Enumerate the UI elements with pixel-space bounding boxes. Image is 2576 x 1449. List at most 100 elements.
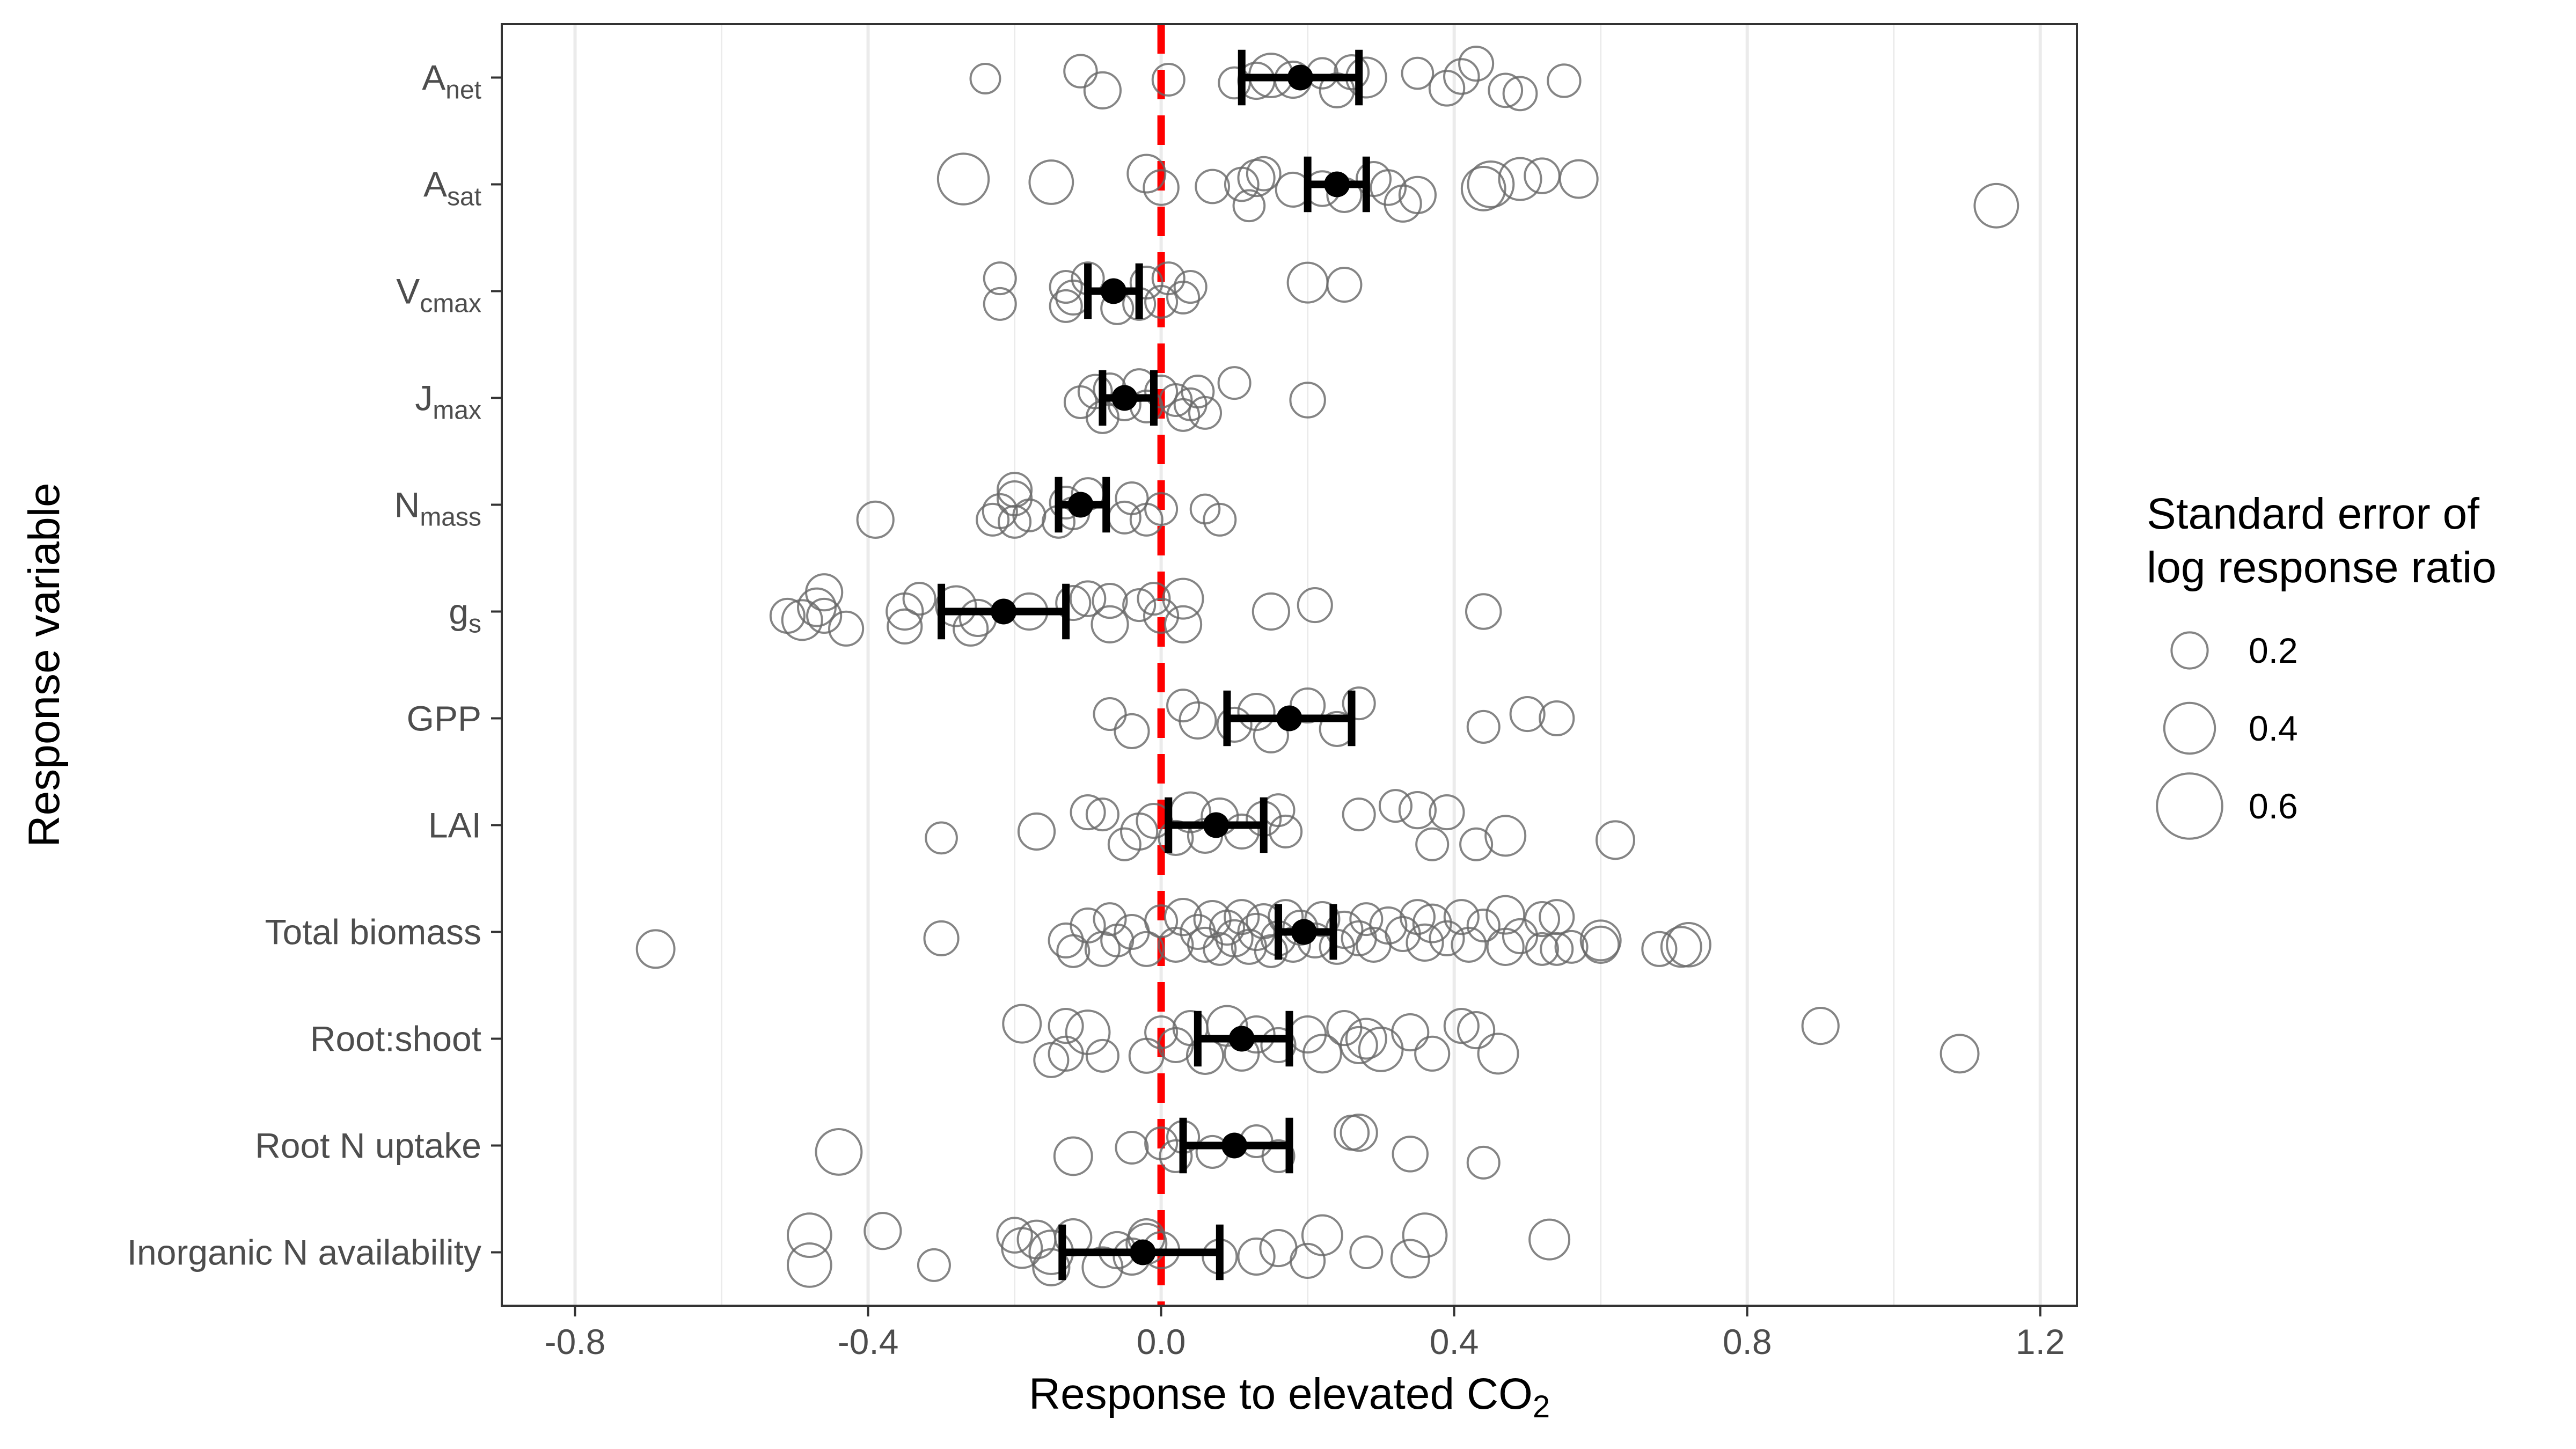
study-point	[1144, 1015, 1179, 1050]
study-point	[1163, 898, 1203, 936]
study-point	[1092, 583, 1128, 619]
study-point	[1179, 701, 1217, 740]
category-name: A	[422, 58, 445, 98]
study-point	[936, 152, 990, 206]
study-point	[1596, 820, 1635, 860]
study-point	[1232, 189, 1266, 223]
study-point	[976, 502, 1010, 537]
summary-mean-point	[1221, 1132, 1248, 1159]
study-point	[1055, 585, 1092, 621]
study-point	[1093, 697, 1127, 731]
study-point	[1032, 1248, 1071, 1286]
study-point	[786, 1242, 832, 1288]
y-category-label: Root:shoot	[310, 1019, 481, 1059]
category-name: J	[415, 378, 433, 418]
legend-title-line-1: Standard error of	[2147, 489, 2479, 538]
y-axis-title: Response variable	[20, 482, 69, 847]
study-point	[1406, 923, 1444, 962]
category-subscript: cmax	[420, 290, 481, 318]
study-point	[1297, 587, 1333, 624]
study-point	[1801, 1007, 1840, 1045]
study-point	[1402, 1212, 1448, 1258]
study-point	[1340, 1114, 1378, 1152]
study-point	[1484, 815, 1527, 857]
study-point	[1429, 920, 1465, 956]
study-point	[887, 608, 923, 645]
study-point	[1137, 582, 1171, 616]
study-point	[1002, 1004, 1042, 1044]
study-point	[1465, 593, 1502, 630]
y-category-label: Anet	[422, 58, 481, 105]
study-point	[1459, 827, 1494, 861]
study-point	[1398, 791, 1437, 830]
legend: Standard error of log response ratio 0.2…	[2147, 489, 2497, 840]
study-point	[1158, 819, 1194, 856]
y-category-label: Asat	[423, 165, 481, 211]
category-name: Total biomass	[265, 912, 481, 952]
study-point	[1326, 267, 1363, 303]
y-category-label: Nmass	[394, 485, 481, 532]
study-point	[1163, 605, 1203, 643]
y-category-label: GPP	[407, 699, 481, 738]
study-point	[1390, 1239, 1430, 1279]
study-point	[1342, 686, 1376, 721]
legend-key-label: 0.4	[2249, 708, 2298, 748]
study-point	[1443, 1008, 1480, 1044]
study-point	[1401, 56, 1435, 90]
summary-mean-point	[1291, 919, 1317, 945]
study-point	[1349, 1235, 1384, 1270]
study-point	[1237, 692, 1276, 731]
study-point	[1063, 54, 1098, 89]
study-point	[1558, 159, 1599, 199]
study-point	[1333, 54, 1370, 91]
study-point	[1414, 1035, 1451, 1072]
study-point	[1554, 930, 1589, 964]
study-point	[1114, 713, 1150, 749]
study-point	[1528, 1218, 1571, 1261]
study-point	[1048, 1008, 1084, 1044]
category-name: GPP	[407, 699, 481, 738]
study-point	[1525, 932, 1559, 966]
study-point	[1466, 1145, 1501, 1180]
study-point	[1143, 597, 1180, 634]
category-subscript: s	[469, 610, 481, 639]
study-point	[1091, 605, 1129, 643]
study-point	[1466, 909, 1501, 943]
study-point	[1488, 72, 1524, 108]
x-tick-label: -0.4	[838, 1322, 899, 1362]
study-point	[1181, 375, 1215, 409]
category-subscript: sat	[447, 183, 481, 211]
study-point	[925, 821, 958, 855]
study-point	[1203, 502, 1237, 537]
category-name: Inorganic N availability	[127, 1233, 481, 1272]
study-point	[1666, 921, 1711, 968]
study-point	[1085, 1038, 1119, 1073]
category-name: LAI	[428, 806, 481, 845]
study-point	[1304, 901, 1341, 938]
study-point	[997, 480, 1033, 517]
study-point	[1143, 169, 1180, 206]
study-point	[1460, 166, 1506, 211]
study-point	[1159, 383, 1193, 417]
legend-key-label: 0.6	[2249, 786, 2298, 826]
study-point	[1252, 592, 1290, 631]
study-point	[969, 63, 1001, 94]
study-point	[635, 929, 676, 969]
study-point	[1260, 1027, 1297, 1063]
study-point	[902, 582, 936, 616]
study-point	[1107, 827, 1141, 861]
category-name: Root N uptake	[255, 1126, 481, 1166]
summary-mean-point	[1324, 171, 1350, 197]
study-point	[1370, 169, 1407, 206]
study-point	[1466, 709, 1501, 744]
study-point	[1144, 492, 1179, 526]
study-point	[1428, 70, 1466, 107]
study-point	[1237, 1237, 1276, 1276]
category-name: Root:shoot	[310, 1019, 481, 1059]
study-point	[1128, 931, 1165, 967]
study-point	[1429, 794, 1465, 831]
study-point	[1340, 1026, 1378, 1065]
x-tick-label: 1.2	[2016, 1322, 2065, 1362]
study-point	[1582, 925, 1620, 964]
x-axis-title-subscript: 2	[1533, 1389, 1550, 1424]
